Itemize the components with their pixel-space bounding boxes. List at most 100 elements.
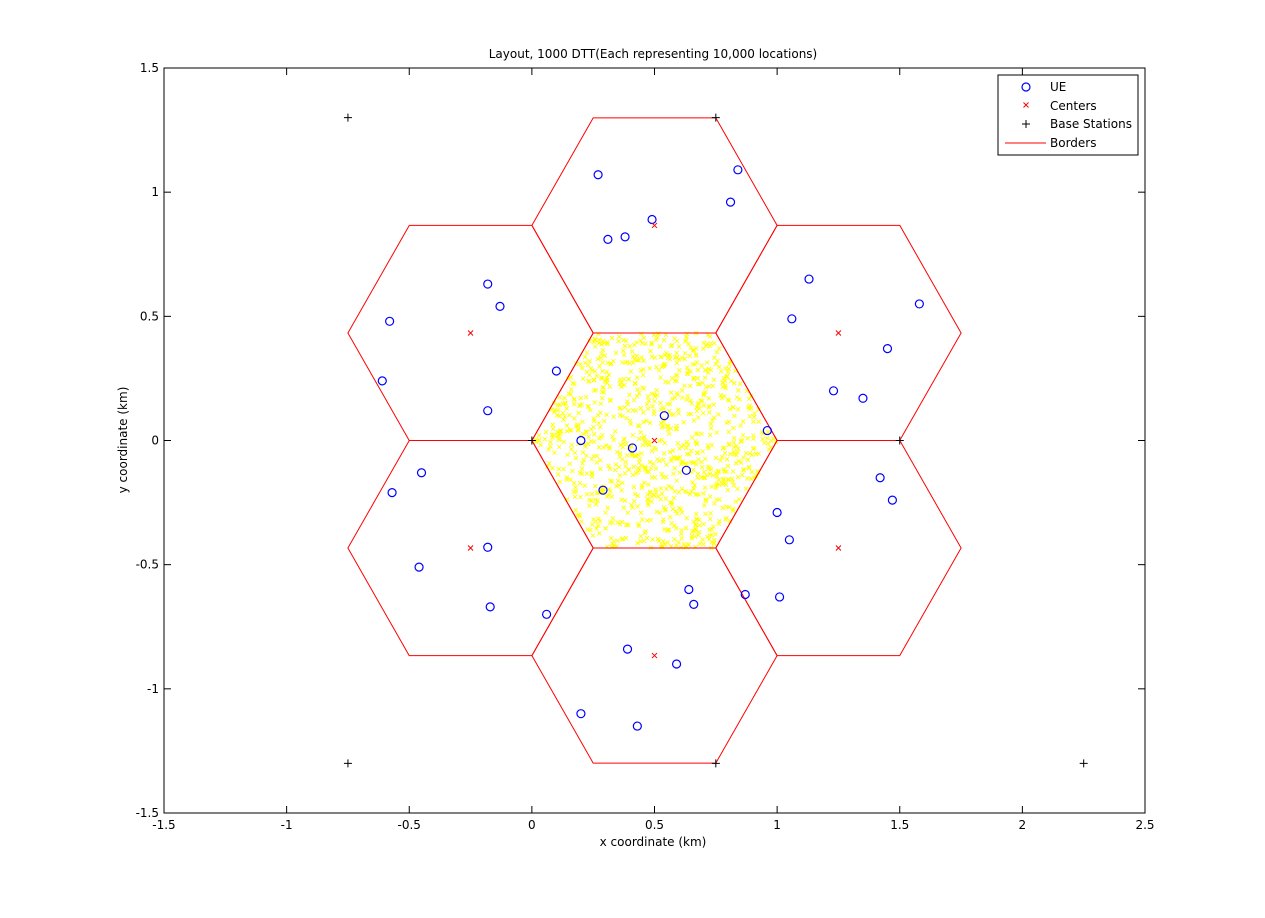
dtt-point [599, 351, 604, 357]
dtt-point [630, 354, 636, 359]
dtt-point [630, 505, 635, 510]
dtt-point [701, 521, 706, 527]
ue-point [787, 314, 797, 324]
dtt-point [597, 518, 603, 524]
base-station-point [343, 113, 352, 122]
dtt-point [629, 451, 634, 457]
dtt-point [617, 451, 623, 456]
dtt-point [765, 441, 771, 446]
dtt-point [700, 346, 706, 351]
y-tick-label: 1.5 [140, 61, 159, 75]
dtt-point [674, 378, 679, 384]
dtt-point [731, 380, 737, 386]
dtt-point [613, 462, 619, 467]
dtt-point [538, 442, 543, 448]
dtt-point [563, 401, 568, 407]
dtt-point [586, 378, 592, 384]
dtt-point [681, 420, 687, 425]
dtt-point [687, 451, 692, 457]
dtt-point [733, 460, 739, 466]
dtt-point [701, 491, 706, 496]
dtt-point [696, 457, 701, 462]
y-tick-label: -1 [147, 682, 159, 696]
dtt-point [607, 397, 613, 403]
dtt-point [571, 416, 577, 421]
dtt-point [611, 539, 617, 544]
dtt-point [652, 394, 658, 399]
ue-point [593, 170, 603, 180]
dtt-point [684, 489, 689, 495]
dtt-point [748, 476, 754, 481]
dtt-point [657, 438, 662, 444]
dtt-point [701, 542, 706, 547]
dtt-point [624, 453, 630, 458]
dtt-point [678, 531, 684, 537]
dtt-point [622, 382, 627, 388]
dtt-point [584, 350, 590, 355]
center-point [651, 437, 658, 444]
dtt-point [740, 432, 746, 438]
dtt-point [690, 362, 696, 367]
dtt-point [533, 437, 539, 443]
dtt-point [564, 423, 570, 428]
dtt-point [713, 361, 718, 367]
dtt-point [615, 538, 620, 543]
dtt-point [610, 358, 616, 364]
dtt-point [728, 378, 734, 384]
dtt-point [706, 410, 712, 415]
base-station-point [1079, 759, 1088, 768]
dtt-point [554, 433, 560, 439]
dtt-point [632, 498, 637, 504]
ue-point [733, 165, 743, 175]
dtt-point [680, 355, 685, 361]
dtt-point [625, 359, 630, 365]
dtt-point [623, 535, 629, 541]
dtt-point [647, 459, 653, 465]
dtt-point [663, 507, 668, 513]
dtt-point [644, 418, 649, 424]
dtt-point [600, 338, 606, 344]
dtt-point [587, 503, 592, 509]
dtt-point [648, 348, 653, 354]
dtt-point [731, 404, 736, 410]
dtt-point [713, 455, 719, 461]
dtt-point [674, 350, 679, 356]
ue-point [387, 488, 397, 498]
dtt-point [712, 501, 717, 506]
dtt-point [731, 449, 737, 455]
ue-point [551, 366, 562, 376]
dtt-point [702, 389, 708, 395]
dtt-point [587, 358, 593, 364]
dtt-point [700, 537, 705, 542]
dtt-point [711, 340, 717, 346]
ue-point [774, 592, 785, 602]
dtt-point [615, 520, 620, 525]
dtt-point [707, 516, 713, 522]
dtt-point [733, 499, 739, 504]
dtt-point [723, 366, 729, 371]
ue-point [576, 435, 586, 446]
dtt-point [661, 517, 666, 522]
y-tick-label: 0.5 [140, 309, 159, 323]
dtt-point [667, 515, 673, 520]
dtt-point [639, 517, 645, 522]
dtt-point [661, 526, 667, 532]
dtt-point [693, 352, 699, 358]
dtt-point [620, 480, 625, 486]
dtt-point [633, 470, 639, 476]
dtt-point [649, 340, 654, 346]
dtt-point [691, 375, 696, 381]
dtt-point [641, 367, 646, 372]
dtt-point [692, 482, 697, 488]
center-point [467, 330, 474, 336]
dtt-point [709, 442, 715, 448]
legend-box [997, 74, 1139, 156]
dtt-point [617, 377, 623, 382]
dtt-point [689, 533, 695, 539]
dtt-point [621, 337, 626, 343]
dtt-point [711, 524, 716, 529]
dtt-point [673, 373, 679, 379]
dtt-point [647, 420, 653, 426]
dtt-point [684, 365, 690, 370]
dtt-point [694, 461, 699, 467]
